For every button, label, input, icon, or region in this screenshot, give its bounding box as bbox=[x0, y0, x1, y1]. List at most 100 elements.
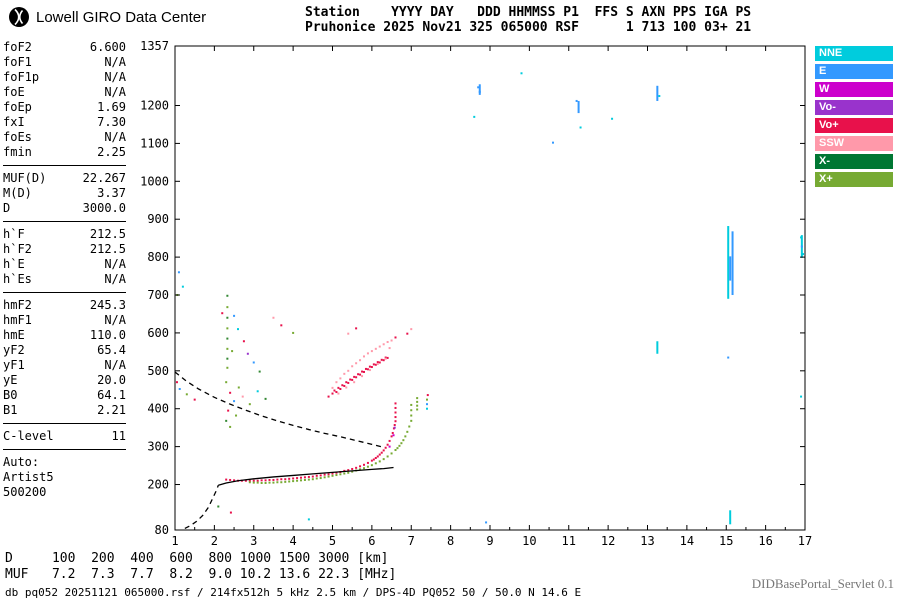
param-value: 65.4 bbox=[97, 343, 126, 357]
o-trace-vo-plus-point bbox=[327, 473, 330, 476]
param-row: hmF1 N/A bbox=[3, 313, 126, 328]
x-trace-x-plus-point bbox=[339, 473, 342, 476]
parameter-panel: foF2 6.600 foF1 N/A foF1p N/A foE N/A foEp 1.69 fx… bbox=[3, 40, 126, 500]
x-trace-x-plus-point bbox=[252, 481, 255, 484]
param-label: fxI bbox=[3, 115, 25, 129]
muf-scale-row: MUF 7.2 7.3 7.7 8.2 9.0 10.2 13.6 22.3 [… bbox=[5, 567, 397, 582]
param-row: hmF2 245.3 bbox=[3, 298, 126, 313]
param-label: fmin bbox=[3, 145, 32, 159]
scattered-echoes-point bbox=[426, 403, 428, 406]
rfi-column bbox=[478, 84, 481, 95]
o-trace-vo-plus-point bbox=[382, 449, 385, 452]
second-hop-spread-point bbox=[386, 341, 389, 344]
param-row: yF1 N/A bbox=[3, 358, 126, 373]
o-trace-vo-plus-point bbox=[233, 479, 236, 482]
scattered-echoes-point bbox=[185, 393, 188, 396]
param-value: 1.69 bbox=[97, 100, 126, 114]
param-value: 64.1 bbox=[97, 388, 126, 402]
param-label: yF1 bbox=[3, 358, 25, 372]
y-tick-label: 1100 bbox=[140, 136, 169, 150]
legend-item-xplus: X+ bbox=[815, 172, 893, 187]
panel-divider bbox=[3, 292, 126, 293]
o-trace-vo-plus-point bbox=[351, 467, 354, 470]
second-hop-o-point bbox=[337, 386, 340, 389]
param-label: MUF(D) bbox=[3, 171, 47, 185]
x-trace-x-plus-point bbox=[311, 478, 314, 481]
scattered-echoes-point bbox=[248, 403, 251, 406]
x-trace-x-plus-point bbox=[303, 478, 306, 481]
param-label: D bbox=[3, 201, 11, 215]
scattered-echoes-point bbox=[246, 352, 249, 355]
second-hop-o-point bbox=[370, 366, 373, 369]
o-trace-vo-plus-point bbox=[335, 471, 338, 474]
y-tick-label: 500 bbox=[147, 364, 169, 378]
o-trace-vo-plus-point bbox=[394, 416, 397, 419]
scattered-echoes-point bbox=[264, 397, 267, 400]
y-tick-label: 1000 bbox=[140, 174, 169, 188]
scattered-echoes-point bbox=[272, 316, 275, 319]
x-trace-x-plus-point bbox=[351, 470, 354, 473]
auto-value: Artist5 bbox=[3, 470, 54, 484]
x-trace-x-plus-point bbox=[410, 419, 413, 422]
scattered-echoes-point bbox=[241, 395, 244, 398]
legend-item-ssw: SSW bbox=[815, 136, 893, 151]
o-trace-vo-plus-point bbox=[280, 478, 283, 481]
x-trace-x-plus-point bbox=[400, 442, 403, 445]
second-hop-spread-point bbox=[347, 369, 350, 372]
x-trace-x-plus-point bbox=[396, 447, 399, 450]
x-tick-label: 8 bbox=[447, 534, 454, 548]
param-row: yF2 65.4 bbox=[3, 343, 126, 358]
o-trace-vo-plus-point bbox=[303, 476, 306, 479]
x-trace-x-plus-point bbox=[410, 403, 413, 406]
scattered-echoes-point bbox=[258, 370, 261, 373]
x-tick-label: 10 bbox=[522, 534, 536, 548]
o-trace-vo-plus-point bbox=[394, 402, 397, 405]
profile-valley-extrapolation bbox=[184, 485, 219, 530]
param-value: 3.37 bbox=[97, 186, 126, 200]
x-tick-label: 3 bbox=[250, 534, 257, 548]
second-hop-o-point bbox=[333, 389, 336, 392]
second-hop-o-point bbox=[382, 359, 385, 362]
o-trace-vo-plus-point bbox=[307, 475, 310, 478]
scattered-echoes-point bbox=[800, 236, 803, 239]
param-label: hmE bbox=[3, 328, 25, 342]
legend-item-xminus: X- bbox=[815, 154, 893, 169]
second-hop-spread-point bbox=[378, 345, 381, 348]
scattered-echoes-point bbox=[226, 327, 229, 330]
x-tick-label: 16 bbox=[758, 534, 772, 548]
x-trace-x-plus-point bbox=[386, 455, 389, 458]
o-trace-vo-plus-point bbox=[252, 479, 255, 482]
scattered-echoes-point bbox=[307, 518, 310, 521]
param-label: h`F bbox=[3, 227, 25, 241]
auto-label: Auto: bbox=[3, 455, 40, 469]
param-value: 11 bbox=[111, 429, 126, 443]
echo-direction-legend: NNE E W Vo- Vo+ SSW X- X+ bbox=[815, 46, 893, 187]
param-row: fmin 2.25 bbox=[3, 145, 126, 160]
second-hop-spread-point bbox=[384, 357, 387, 360]
second-hop-spread-point bbox=[351, 365, 354, 368]
second-hop-spread-point bbox=[376, 362, 379, 365]
x-trace-x-plus-point bbox=[264, 482, 267, 485]
x-trace-x-plus-point bbox=[319, 477, 322, 480]
o-trace-vo-plus-point bbox=[393, 424, 396, 427]
second-hop-o-point bbox=[353, 375, 356, 378]
panel-divider bbox=[3, 221, 126, 222]
param-row: yE 20.0 bbox=[3, 373, 126, 388]
scattered-echoes-point bbox=[252, 361, 255, 364]
param-value: N/A bbox=[104, 130, 126, 144]
second-hop-o-point bbox=[374, 363, 377, 366]
scattered-echoes-point bbox=[175, 381, 178, 384]
scattered-echoes-point bbox=[579, 126, 582, 129]
scattered-echoes-point bbox=[473, 115, 476, 118]
o-trace-vo-plus-point bbox=[264, 479, 267, 482]
x-trace-x-plus-point bbox=[416, 400, 419, 403]
o-trace-vo-plus-point bbox=[376, 455, 379, 458]
scattered-echoes-point bbox=[800, 245, 803, 248]
x-tick-label: 2 bbox=[211, 534, 218, 548]
param-label: B0 bbox=[3, 388, 18, 402]
o-trace-vo-plus-point bbox=[272, 478, 275, 481]
x-trace-x-plus-point bbox=[323, 476, 326, 479]
o-trace-vo-plus-point bbox=[311, 475, 314, 478]
o-trace-vo-plus-point bbox=[380, 451, 383, 454]
